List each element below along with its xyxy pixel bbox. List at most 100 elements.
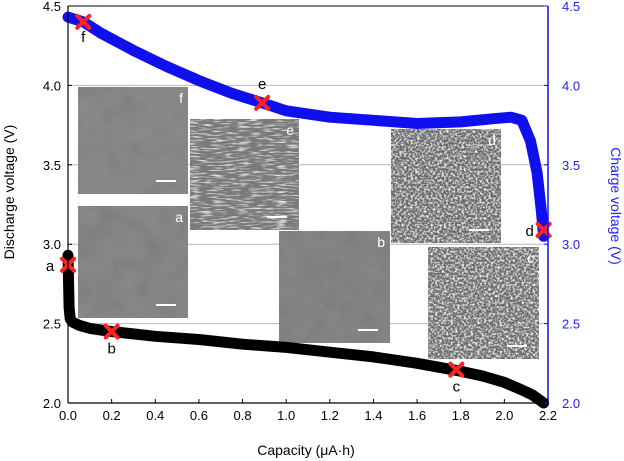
data-marker (65, 304, 73, 312)
point-label-a: a (46, 258, 55, 275)
y2-axis-label: Charge voltage (V) (608, 147, 624, 265)
data-marker (311, 111, 319, 119)
data-marker (239, 340, 246, 348)
data-marker (479, 372, 486, 380)
data-marker (529, 391, 537, 399)
data-marker (122, 329, 130, 337)
data-marker (391, 118, 399, 126)
data-marker (108, 328, 115, 335)
data-marker (75, 321, 83, 329)
data-marker (282, 344, 290, 351)
data-marker (195, 336, 203, 343)
inset-letter: f (179, 90, 183, 106)
x-tick-label: 1.0 (277, 408, 295, 423)
y2-tick-label: 2.5 (562, 317, 580, 332)
data-marker (370, 353, 377, 361)
sem-image (78, 206, 188, 318)
data-marker (319, 348, 326, 355)
data-marker (169, 65, 177, 73)
sem-inset-d: d (391, 129, 501, 243)
data-marker (143, 53, 150, 61)
data-marker (151, 333, 159, 340)
data-marker (532, 163, 540, 170)
x-mark-stroke (103, 323, 120, 340)
data-marker (215, 84, 222, 92)
data-marker (428, 119, 435, 127)
data-marker (202, 79, 209, 87)
sem-inset-b: b (279, 231, 390, 343)
data-marker (290, 344, 297, 352)
y2-tick-label: 4.5 (562, 0, 580, 14)
axes (67, 5, 549, 404)
sem-image (428, 247, 539, 359)
y-axis-label: Discharge voltage (V) (1, 125, 17, 260)
x-tick-label: 1.2 (321, 408, 339, 423)
tick-labels: 0.0 0.2 0.4 0.6 0.8 1.0 1.2 1.4 1.6 1.8 2.0 2.2 2.0 2… (43, 0, 580, 423)
data-marker (65, 289, 73, 297)
data-marker (535, 189, 543, 196)
point-label-f: f (81, 29, 86, 46)
y-tick-label: 2.5 (43, 317, 61, 332)
x-tick-label: 0.0 (59, 408, 77, 423)
point-label-b: b (107, 341, 115, 358)
point-label-d: d (525, 223, 533, 240)
y2-tick-label: 2.0 (562, 396, 580, 411)
data-marker (341, 114, 348, 122)
data-marker (362, 116, 370, 124)
data-marker (413, 359, 421, 367)
data-marker (471, 371, 479, 378)
data-marker (428, 362, 435, 370)
sem-image (279, 231, 390, 343)
data-marker (384, 118, 392, 125)
data-marker (413, 120, 421, 127)
data-marker (275, 343, 283, 351)
data-marker (290, 108, 297, 116)
data-marker (477, 116, 484, 124)
data-marker (511, 383, 519, 391)
data-marker (188, 335, 195, 343)
data-marker (513, 115, 520, 123)
data-marker (93, 326, 101, 333)
data-marker (377, 354, 385, 362)
x-mark-stroke (75, 13, 92, 30)
x-axis-label: Capacity (μA·h) (257, 442, 355, 458)
data-marker (421, 119, 428, 127)
data-marker (538, 209, 545, 216)
x-tick-label: 2.2 (539, 408, 557, 423)
marker-e: e (254, 76, 271, 111)
data-marker (231, 340, 239, 347)
inset-letter: d (488, 132, 496, 148)
data-marker (136, 50, 144, 57)
data-marker (355, 352, 363, 359)
data-marker (501, 379, 508, 386)
data-marker (297, 345, 305, 353)
data-marker (442, 365, 450, 372)
data-marker (377, 117, 385, 125)
data-marker (529, 150, 537, 157)
data-marker (189, 74, 196, 82)
data-marker (507, 113, 515, 121)
series-line-charge (62, 11, 550, 242)
data-series (62, 11, 550, 409)
data-marker (210, 337, 217, 345)
data-marker (123, 43, 131, 51)
sem-inset-a: a (78, 206, 188, 318)
data-marker (69, 318, 76, 326)
data-marker (333, 114, 341, 121)
data-marker (341, 350, 348, 358)
x-tick-label: 0.6 (190, 408, 208, 423)
data-marker (65, 281, 72, 289)
data-marker (110, 36, 118, 44)
data-marker (470, 117, 478, 124)
x-mark-stroke (254, 94, 271, 111)
x-tick-label: 1.8 (452, 408, 470, 423)
data-marker (463, 117, 471, 125)
data-marker (506, 381, 514, 389)
data-marker (384, 355, 392, 363)
inset-letter: b (377, 234, 385, 250)
data-marker (362, 352, 370, 360)
data-marker (355, 115, 363, 123)
data-marker (391, 356, 399, 364)
data-marker (486, 374, 494, 382)
data-marker (527, 137, 534, 145)
